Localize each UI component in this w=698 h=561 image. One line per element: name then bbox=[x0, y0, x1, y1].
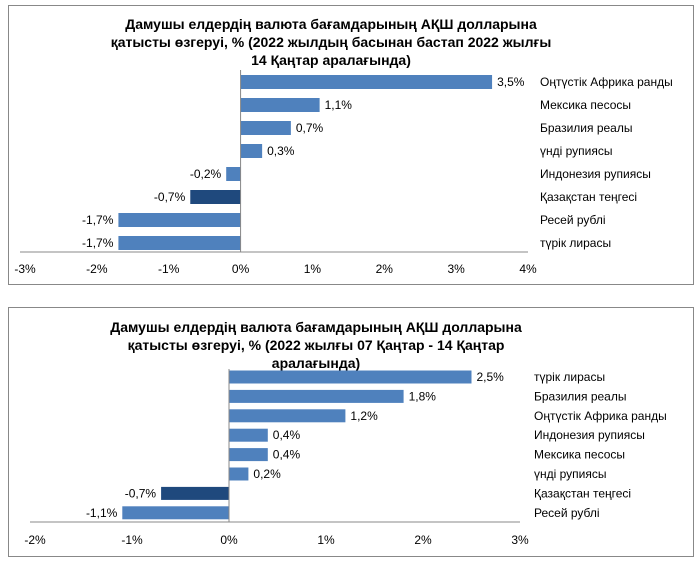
chart-1-data-label: -0,7% bbox=[154, 190, 186, 204]
chart-2-bar bbox=[229, 467, 249, 481]
chart-2-category-label: Қазақстан теңгесі bbox=[534, 486, 631, 500]
chart-1-bar bbox=[190, 190, 241, 204]
chart-2-bar bbox=[229, 409, 346, 423]
chart-2-bar bbox=[122, 506, 229, 520]
chart-1-data-label: -1,7% bbox=[82, 213, 114, 227]
chart-2-bar bbox=[229, 370, 472, 384]
chart-1-category-label: түрік лирасы bbox=[540, 236, 611, 250]
chart-1-category-label: Ресей рублі bbox=[540, 213, 606, 227]
chart-2-data-label: 0,2% bbox=[253, 467, 281, 481]
chart-2-bar bbox=[229, 448, 268, 462]
chart-1-tick-label: 1% bbox=[304, 262, 322, 276]
chart-1-bar bbox=[226, 167, 241, 181]
chart-1-data-label: -0,2% bbox=[190, 167, 222, 181]
chart-2-category-label: Оңтүстік Африка ранды bbox=[534, 409, 667, 423]
chart-2-category-label: үнді рупиясы bbox=[534, 467, 607, 481]
chart-2-data-label: 1,2% bbox=[350, 409, 378, 423]
chart-2-category-label: Ресей рублі bbox=[534, 506, 600, 520]
chart-2-tick-label: 3% bbox=[511, 533, 529, 547]
chart-1-category-label: Индонезия рупиясы bbox=[540, 167, 651, 181]
chart-1-data-label: 3,5% bbox=[497, 75, 525, 89]
chart-1-tick-label: 3% bbox=[447, 262, 465, 276]
chart-2-data-label: 0,4% bbox=[273, 448, 301, 462]
chart-1-data-label: 0,7% bbox=[296, 121, 324, 135]
chart-1-bar bbox=[240, 144, 263, 158]
chart-2-tick-label: 2% bbox=[414, 533, 432, 547]
chart-1-category-label: Оңтүстік Африка ранды bbox=[540, 75, 673, 89]
chart-2-tick-label: -2% bbox=[24, 533, 46, 547]
chart-1-bar bbox=[118, 236, 241, 250]
chart-2-data-label: 0,4% bbox=[273, 428, 301, 442]
chart-2-data-label: 1,8% bbox=[409, 389, 437, 403]
chart-1-bar bbox=[240, 98, 320, 112]
chart-2-bar bbox=[229, 428, 268, 442]
chart-1-data-label: 1,1% bbox=[325, 98, 353, 112]
chart-1-data-label: 0,3% bbox=[267, 144, 295, 158]
chart-1-category-label: Мексика песосы bbox=[540, 98, 631, 112]
chart-2-category-label: Мексика песосы bbox=[534, 448, 625, 462]
chart-2-title: Дамушы елдердің валюта бағамдарының АҚШ … bbox=[110, 319, 522, 371]
chart-2-category-label: Индонезия рупиясы bbox=[534, 428, 645, 442]
chart-1-tick-label: -1% bbox=[158, 262, 180, 276]
chart-1-bar bbox=[240, 75, 493, 89]
chart-1-tick-label: 4% bbox=[519, 262, 537, 276]
chart-1-tick-label: 2% bbox=[376, 262, 394, 276]
chart-1-bar bbox=[118, 213, 241, 227]
chart-2-data-label: 2,5% bbox=[477, 370, 505, 384]
chart-1-tick-label: 0% bbox=[232, 262, 250, 276]
chart-1-category-label: үнді рупиясы bbox=[540, 144, 613, 158]
chart-1-data-label: -1,7% bbox=[82, 236, 114, 250]
chart-2-data-label: -0,7% bbox=[125, 486, 157, 500]
chart-2-tick-label: 1% bbox=[317, 533, 335, 547]
chart-1-tick-label: -3% bbox=[14, 262, 36, 276]
chart-2-bar bbox=[161, 486, 229, 500]
chart-1-category-label: Бразилия реалы bbox=[540, 121, 632, 135]
chart-1-tick-label: -2% bbox=[86, 262, 108, 276]
chart-2-tick-label: -1% bbox=[121, 533, 143, 547]
chart-1-category-label: Қазақстан теңгесі bbox=[540, 190, 637, 204]
chart-2-tick-label: 0% bbox=[220, 533, 238, 547]
chart-1-title: Дамушы елдердің валюта бағамдарының АҚШ … bbox=[110, 16, 552, 68]
chart-2-category-label: түрік лирасы bbox=[534, 370, 605, 384]
chart-2-data-label: -1,1% bbox=[86, 506, 118, 520]
chart-2-bar bbox=[229, 389, 404, 403]
chart-2-category-label: Бразилия реалы bbox=[534, 389, 626, 403]
chart-1-bar bbox=[240, 121, 291, 135]
